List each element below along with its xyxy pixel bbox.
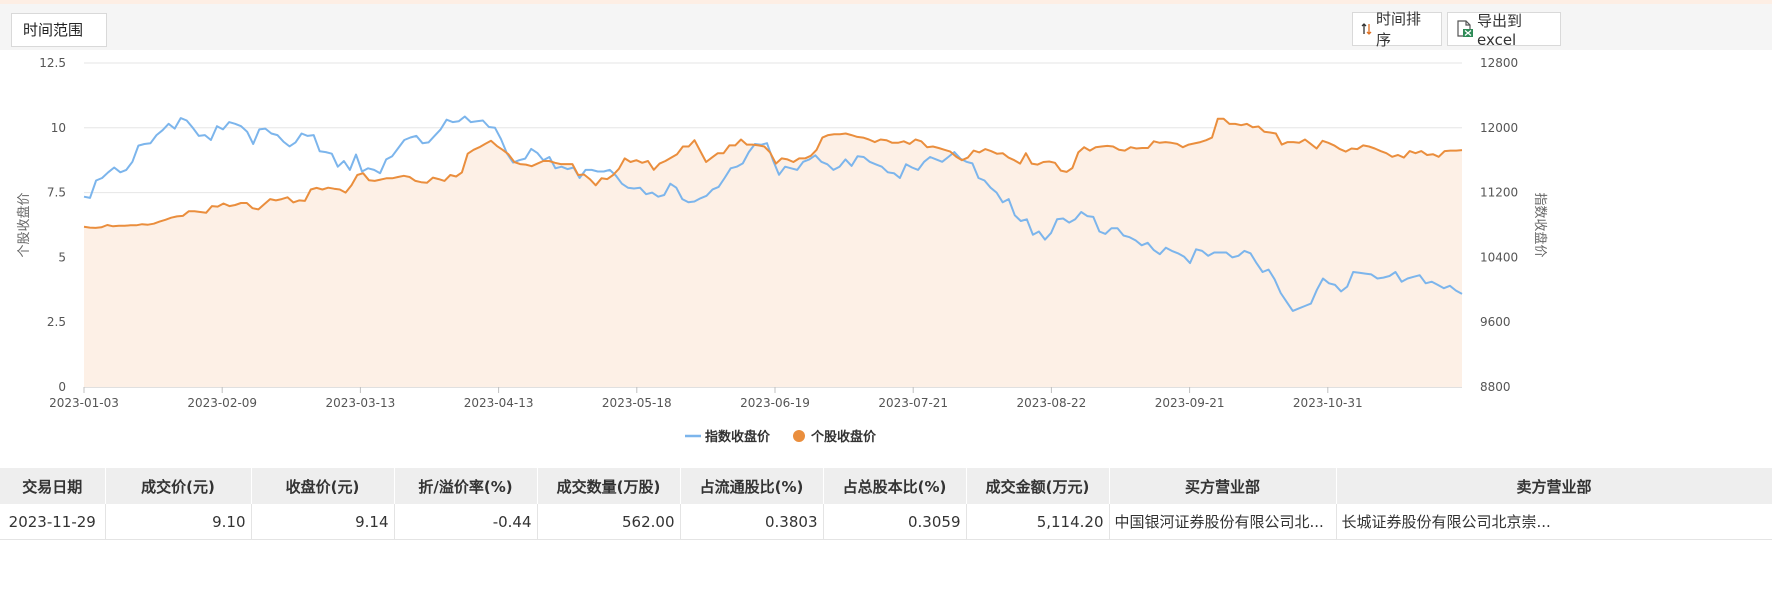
column-header[interactable]: 成交金额(万元)	[966, 468, 1110, 504]
premium-rate-cell: -0.44	[394, 504, 538, 540]
price-chart: 0 2.5 5 7.5 10 12.5 8800 9600 10400 11200 12000 12…	[16, 56, 1548, 445]
x-axis-tick-label: 2023-04-13	[464, 396, 534, 410]
buyer-branch-cell[interactable]: 中国银河证券股份有限公司北...	[1109, 504, 1337, 540]
sort-arrows-icon	[1361, 22, 1373, 36]
left-axis-tick-label: 0	[58, 380, 66, 394]
column-header[interactable]: 卖方营业部	[1336, 468, 1772, 504]
column-header[interactable]: 成交数量(万股)	[537, 468, 681, 504]
amount-cell: 5,114.20	[966, 504, 1110, 540]
stock-close-line[interactable]	[83, 117, 1463, 229]
x-axis-tick-label: 2023-07-21	[878, 396, 948, 410]
legend-item-stock[interactable]: 个股收盘价	[793, 429, 877, 445]
left-axis-title: 个股收盘价	[16, 192, 32, 257]
right-axis-tick-label: 10400	[1480, 250, 1518, 264]
toolbar: 时间范围 时间排序 导出到excel	[0, 4, 1772, 50]
volume-cell: 562.00	[537, 504, 681, 540]
left-axis-tick-label: 12.5	[39, 56, 66, 70]
x-axis-tick-label: 2023-03-13	[326, 396, 396, 410]
close-price-cell: 9.14	[251, 504, 395, 540]
x-axis-tick-label: 2023-08-22	[1017, 396, 1087, 410]
right-axis-tick-label: 8800	[1480, 380, 1511, 394]
index-close-line[interactable]	[83, 115, 1463, 312]
x-axis-tick-label: 2023-06-19	[740, 396, 810, 410]
x-axis-tick-label: 2023-01-03	[49, 396, 119, 410]
column-header[interactable]: 买方营业部	[1109, 468, 1337, 504]
right-axis-tick-label: 11200	[1480, 186, 1518, 200]
right-axis-tick-label: 12000	[1480, 121, 1518, 135]
left-axis-tick-label: 7.5	[47, 186, 66, 200]
excel-file-icon	[1456, 20, 1474, 38]
time-range-button[interactable]: 时间范围	[11, 13, 107, 47]
right-axis-tick-label: 12800	[1480, 56, 1518, 70]
export-excel-button[interactable]: 导出到excel	[1447, 11, 1561, 49]
chart-legend: 指数收盘价 个股收盘价	[685, 429, 877, 445]
time-sort-label: 时间排序	[1376, 10, 1422, 49]
float-share-ratio-cell: 0.3803	[680, 504, 824, 540]
x-axis-tick-label: 2023-10-31	[1293, 396, 1363, 410]
block-trade-table: 交易日期 成交价(元) 收盘价(元) 折/溢价率(%) 成交数量(万股) 占流通…	[0, 468, 1772, 540]
column-header[interactable]: 折/溢价率(%)	[394, 468, 538, 504]
x-axis-tick-label: 2023-02-09	[187, 396, 257, 410]
table-row[interactable]: 2023-11-29 9.10 9.14 -0.44 562.00 0.3803…	[0, 504, 1772, 540]
column-header[interactable]: 成交价(元)	[105, 468, 252, 504]
left-axis-tick-label: 5	[58, 250, 66, 264]
seller-branch-cell[interactable]: 长城证券股份有限公司北京崇...	[1336, 504, 1772, 540]
stock-area-fill	[84, 118, 1462, 387]
total-share-ratio-cell: 0.3059	[823, 504, 967, 540]
top-accent-line	[0, 0, 1772, 4]
column-header[interactable]: 交易日期	[0, 468, 106, 504]
column-header[interactable]: 占流通股比(%)	[680, 468, 824, 504]
export-excel-label: 导出到excel	[1477, 11, 1523, 49]
x-axis-tick-label: 2023-09-21	[1155, 396, 1225, 410]
left-axis-tick-label: 10	[51, 121, 66, 135]
trade-date-cell: 2023-11-29	[0, 504, 106, 540]
trade-price-cell: 9.10	[105, 504, 252, 540]
table-header-row: 交易日期 成交价(元) 收盘价(元) 折/溢价率(%) 成交数量(万股) 占流通…	[0, 468, 1772, 504]
legend-label-stock: 个股收盘价	[810, 429, 877, 445]
column-header[interactable]: 收盘价(元)	[251, 468, 395, 504]
x-axis-tick-label: 2023-05-18	[602, 396, 672, 410]
right-axis-title: 指数收盘价	[1532, 192, 1548, 257]
legend-label-index: 指数收盘价	[705, 429, 771, 445]
legend-item-index[interactable]: 指数收盘价	[685, 429, 771, 445]
time-sort-button[interactable]: 时间排序	[1352, 10, 1442, 49]
left-axis-tick-label: 2.5	[47, 315, 66, 329]
column-header[interactable]: 占总股本比(%)	[823, 468, 967, 504]
right-axis-tick-label: 9600	[1480, 315, 1511, 329]
